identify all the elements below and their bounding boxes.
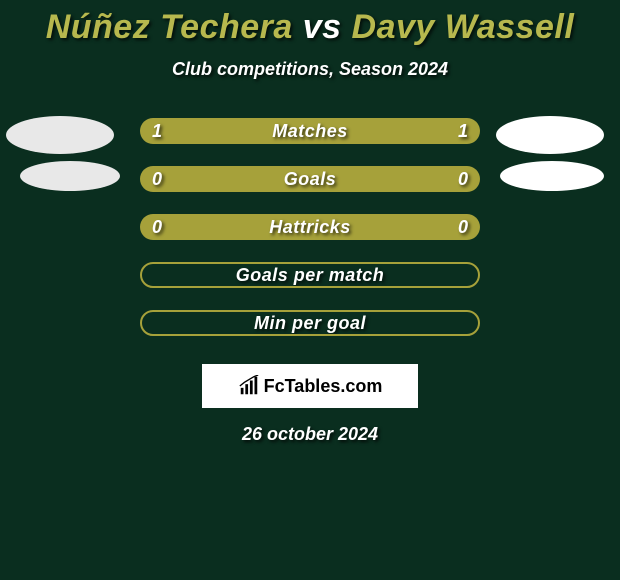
player2-avatar [496, 116, 604, 154]
stat-label: Goals per match [236, 265, 385, 286]
logo-text: FcTables.com [264, 376, 383, 397]
stat-value-right: 0 [458, 169, 468, 190]
stat-row-goals: 0 Goals 0 [0, 166, 620, 192]
stat-label: Min per goal [254, 313, 366, 334]
vs-text: vs [293, 8, 352, 46]
logo: FcTables.com [202, 364, 418, 408]
stat-label: Hattricks [269, 217, 351, 238]
stat-label: Matches [272, 121, 348, 142]
stat-row-gpm: Goals per match [0, 262, 620, 288]
stat-value-right: 0 [458, 217, 468, 238]
stat-value-left: 0 [152, 169, 162, 190]
subtitle: Club competitions, Season 2024 [172, 59, 448, 80]
date-label: 26 october 2024 [242, 424, 378, 445]
stat-bar: 0 Hattricks 0 [140, 214, 480, 240]
stat-bar: 0 Goals 0 [140, 166, 480, 192]
stat-value-left: 0 [152, 217, 162, 238]
stat-row-hattricks: 0 Hattricks 0 [0, 214, 620, 240]
player1-avatar [20, 161, 120, 191]
stat-value-right: 1 [458, 121, 468, 142]
player1-name: Núñez Techera [46, 8, 293, 46]
stat-bar: Goals per match [140, 262, 480, 288]
stat-row-mpg: Min per goal [0, 310, 620, 336]
title: Núñez Techera vs Davy Wassell [46, 8, 575, 47]
stat-bar: Min per goal [140, 310, 480, 336]
stat-value-left: 1 [152, 121, 162, 142]
player2-avatar [500, 161, 604, 191]
stat-bar: 1 Matches 1 [140, 118, 480, 144]
comparison-card: Núñez Techera vs Davy Wassell Club compe… [0, 0, 620, 445]
player2-name: Davy Wassell [352, 8, 575, 46]
chart-icon [238, 375, 260, 397]
stat-row-matches: 1 Matches 1 [0, 118, 620, 144]
player1-avatar [6, 116, 114, 154]
stat-label: Goals [284, 169, 337, 190]
